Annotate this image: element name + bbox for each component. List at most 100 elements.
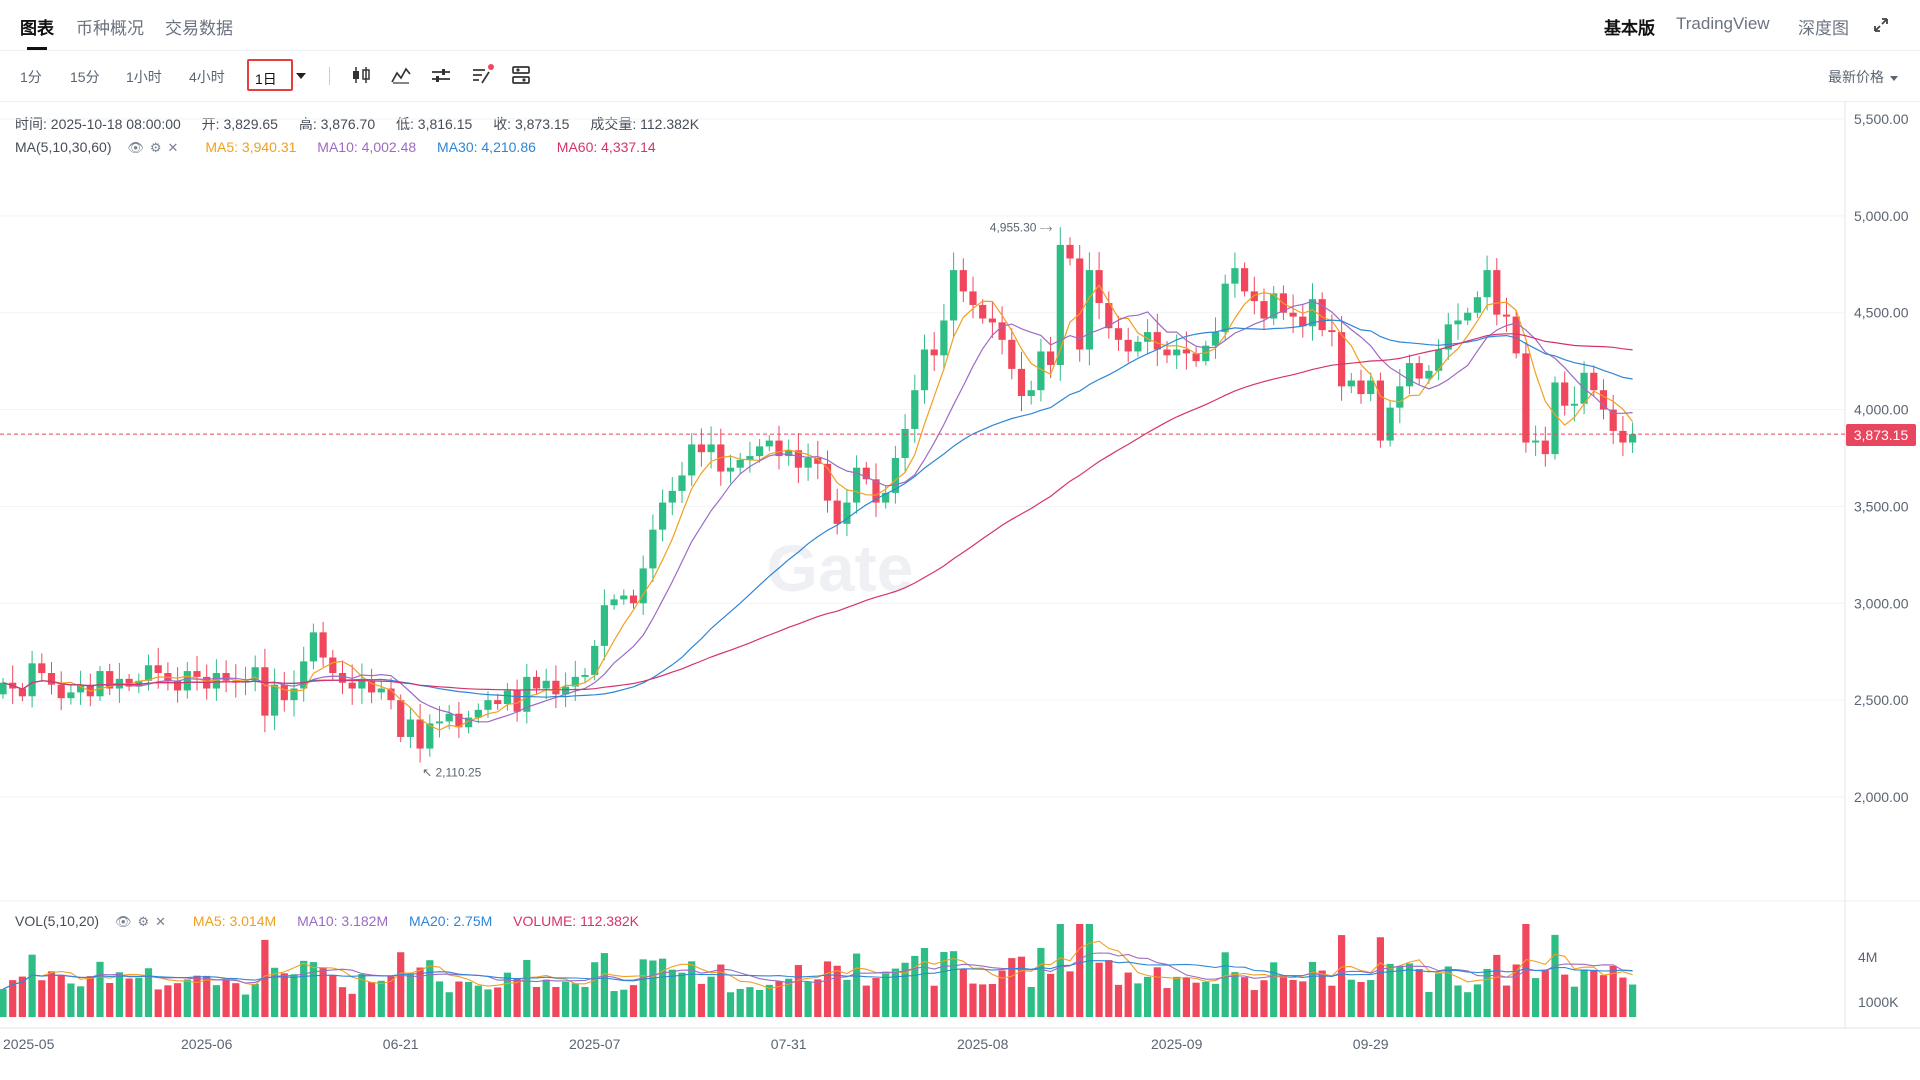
- volume-bar: [241, 994, 250, 1017]
- chart-toolbar: 1分 15分 1小时 4小时 1日 最新价格: [0, 51, 1920, 102]
- tab-tradingview[interactable]: TradingView: [1676, 14, 1770, 33]
- volume-bar: [77, 986, 85, 1017]
- timeframe-15m[interactable]: 15分: [70, 69, 100, 85]
- candle-body: [1376, 380, 1384, 441]
- y-axis-label: 4,500.00: [1854, 305, 1909, 321]
- y-axis-label: 3,500.00: [1854, 498, 1909, 514]
- candle-body: [1415, 363, 1423, 379]
- candle-body: [843, 502, 851, 524]
- candle-body: [348, 682, 356, 689]
- fullscreen-icon[interactable]: [1872, 16, 1890, 34]
- candle-body: [503, 690, 511, 705]
- tab-basic-version[interactable]: 基本版: [1604, 19, 1655, 38]
- volume-bar: [1008, 958, 1016, 1017]
- candlestick-type-icon[interactable]: [349, 63, 373, 87]
- volume-bar: [532, 986, 541, 1017]
- volume-bar: [1328, 985, 1336, 1017]
- volume-bar: [1435, 973, 1443, 1017]
- high-price-annotation: 4,955.30 ⤍: [990, 220, 1053, 234]
- candle-body: [814, 458, 822, 464]
- candle-body: [1221, 283, 1229, 333]
- volume-bar: [600, 953, 608, 1017]
- tab-chart[interactable]: 图表: [20, 19, 54, 38]
- candle-body: [1328, 330, 1336, 333]
- candle-body: [1076, 258, 1084, 350]
- volume-bar: [1144, 976, 1152, 1017]
- volume-axis-label: 1000K: [1858, 994, 1899, 1010]
- vol-visibility-icons[interactable]: 👁⚙✕: [114, 914, 173, 929]
- x-axis-label: 2025-06: [181, 1036, 233, 1052]
- candle-body: [872, 479, 880, 503]
- volume-bar: [911, 955, 919, 1017]
- volume-bar: [1153, 967, 1161, 1017]
- volume-bar: [552, 986, 560, 1017]
- candle-body: [1144, 332, 1152, 342]
- candlestick-chart[interactable]: 5,500.00 5,000.00 4,500.00 4,000.00 3,500.00…: [0, 101, 1920, 1080]
- volume-bar: [251, 983, 259, 1017]
- candle-body: [1609, 409, 1617, 431]
- candle-body: [775, 440, 783, 457]
- timeframe-1h[interactable]: 1小时: [126, 69, 162, 85]
- y-axis-label: 2,500.00: [1854, 692, 1909, 708]
- candle-body: [853, 467, 861, 503]
- settings-sliders-icon[interactable]: [429, 63, 453, 87]
- timeframe-1d-label: 1日: [255, 71, 277, 87]
- volume-bar: [271, 967, 279, 1017]
- ohlc-low: 低: 3,816.15: [396, 116, 473, 132]
- timeframe-dropdown-caret-icon[interactable]: [296, 73, 306, 79]
- volume-bar: [746, 987, 754, 1017]
- candle-body: [309, 632, 317, 662]
- candle-body: [979, 304, 987, 319]
- volume-bar: [1376, 937, 1384, 1017]
- ma60-line: [2, 333, 1633, 691]
- ma-visibility-icons[interactable]: 👁⚙✕: [127, 140, 185, 155]
- candle-body: [77, 684, 85, 693]
- candle-body: [1512, 316, 1520, 354]
- volume-bar: [86, 976, 94, 1017]
- gate-watermark: Gate: [767, 531, 914, 605]
- volume-bar: [562, 981, 570, 1017]
- volume-bar: [629, 985, 638, 1017]
- timeframe-1d-selected[interactable]: 1日: [247, 59, 293, 91]
- last-price-tag: 3,873.15: [1846, 424, 1916, 446]
- candle-body: [1182, 349, 1190, 354]
- candle-body: [1008, 339, 1016, 369]
- volume-bar: [38, 980, 46, 1017]
- candle-body: [804, 458, 812, 468]
- candle-body: [300, 661, 308, 689]
- volume-bar: [1163, 988, 1171, 1017]
- ma5-line: [2, 284, 1634, 731]
- candle-body: [988, 318, 996, 323]
- candle-body: [1629, 434, 1637, 443]
- ma60-value: MA60: 4,337.14: [556, 139, 656, 155]
- tab-coin-overview[interactable]: 币种概况: [76, 19, 144, 38]
- candle-body: [377, 688, 385, 693]
- candle-body: [1299, 316, 1307, 327]
- volume-bar: [300, 960, 308, 1017]
- candle-body: [86, 684, 94, 697]
- volume-bar: [1619, 977, 1627, 1017]
- indicators-icon[interactable]: [389, 63, 413, 87]
- volume-bar: [1027, 986, 1035, 1017]
- price-type-select[interactable]: 最新价格: [1828, 67, 1898, 87]
- candle-body: [1502, 314, 1511, 317]
- candle-body: [523, 676, 531, 712]
- volume-bar: [1541, 970, 1549, 1017]
- candle-body: [0, 682, 7, 695]
- vol-ma20-line: [2, 960, 1633, 990]
- timeframe-4h[interactable]: 4小时: [189, 69, 225, 85]
- tab-depth-chart[interactable]: 深度图: [1798, 19, 1849, 38]
- candle-body: [368, 680, 376, 693]
- candle-body: [1173, 349, 1181, 356]
- chart-style-icon[interactable]: [509, 63, 533, 87]
- timeframe-1m[interactable]: 1分: [20, 69, 42, 85]
- candle-body: [1134, 341, 1142, 352]
- drawing-tools-icon[interactable]: [470, 63, 494, 87]
- candle-body: [1396, 386, 1404, 408]
- low-price-annotation: ↖ 2,110.25: [422, 766, 482, 780]
- tab-trading-data[interactable]: 交易数据: [165, 19, 233, 38]
- volume-bar: [125, 978, 133, 1017]
- volume-bar: [1192, 982, 1200, 1017]
- candle-body: [426, 723, 434, 749]
- vol-ma20-value: MA20: 2.75M: [409, 913, 493, 929]
